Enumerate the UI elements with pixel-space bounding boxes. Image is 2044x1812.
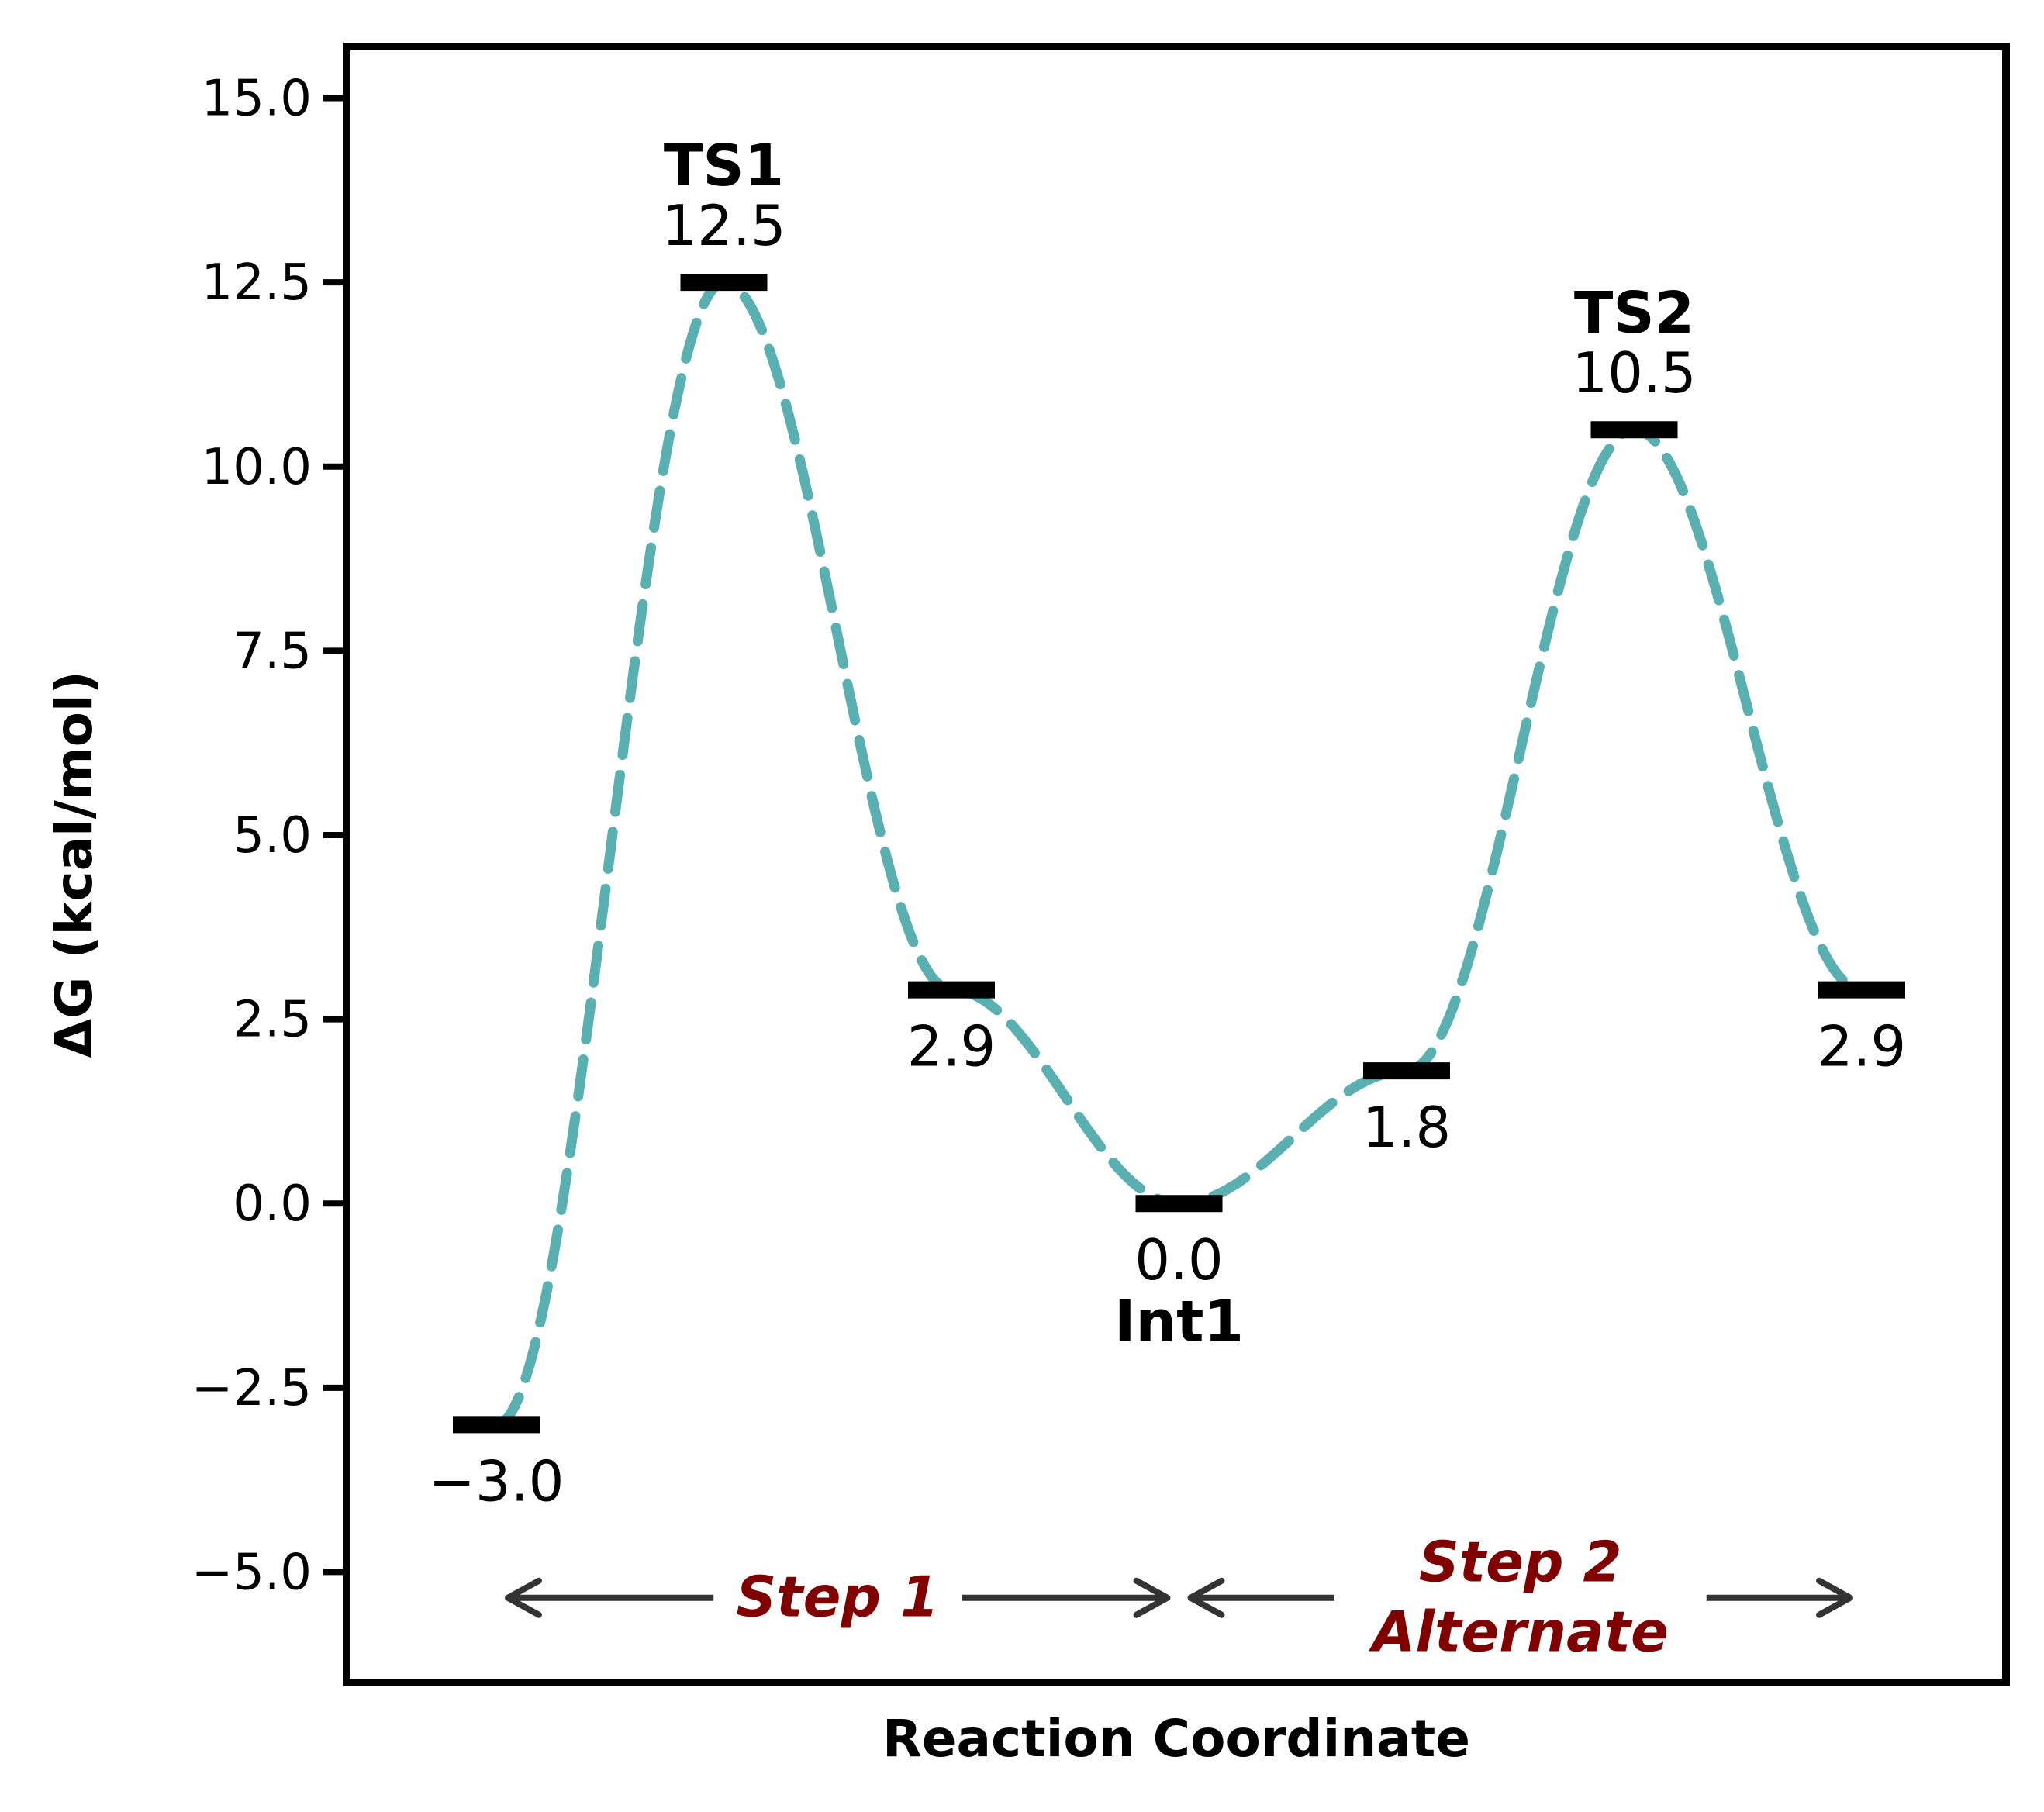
y-tick-label: 7.5 bbox=[233, 623, 312, 680]
energy-value-label: 10.5 bbox=[1572, 340, 1696, 406]
y-tick-label: −5.0 bbox=[192, 1544, 312, 1601]
energy-value-label: 2.9 bbox=[907, 1014, 996, 1079]
state-label: TS2 bbox=[1574, 280, 1694, 347]
y-tick-label: 10.0 bbox=[202, 439, 312, 496]
arrow-right-icon bbox=[1816, 1577, 1853, 1618]
energy-value-label: 1.8 bbox=[1362, 1095, 1452, 1160]
y-tick-label: 5.0 bbox=[233, 807, 312, 865]
state-label: Int1 bbox=[1114, 1289, 1244, 1355]
y-axis-title: ΔG (kcal/mol) bbox=[44, 671, 104, 1058]
step-label: Step 1 bbox=[736, 1565, 939, 1630]
y-tick-label: 0.0 bbox=[233, 1175, 312, 1233]
plot-frame bbox=[343, 43, 2010, 1686]
energy-value-label: 12.5 bbox=[661, 193, 785, 258]
step-label: Step 2 bbox=[1419, 1530, 1622, 1595]
x-axis-title: Reaction Coordinate bbox=[882, 1709, 1470, 1769]
arrow-left-icon bbox=[1187, 1577, 1225, 1618]
energy-value-label: −3.0 bbox=[429, 1448, 565, 1513]
energy-levels-layer bbox=[453, 274, 1905, 1434]
state-label: TS1 bbox=[664, 133, 784, 199]
y-tick-label: −2.5 bbox=[192, 1360, 312, 1417]
y-tick-label: 15.0 bbox=[202, 71, 312, 128]
energy-value-label: 0.0 bbox=[1134, 1227, 1224, 1293]
step-annotation: Step 1 bbox=[505, 1565, 1171, 1630]
arrow-right-icon bbox=[1133, 1577, 1171, 1618]
y-tick-label: 2.5 bbox=[233, 992, 312, 1049]
axes-layer bbox=[343, 43, 2010, 1686]
energy-value-label: 2.9 bbox=[1818, 1014, 1907, 1079]
y-tick-label: 12.5 bbox=[202, 254, 312, 312]
step-label: Alternate bbox=[1369, 1600, 1669, 1665]
y-axis-ticks: 15.0 12.5 10.0 7.5 5.0 2.5 0.0 −2.5 −5.0 bbox=[192, 71, 347, 1601]
arrow-left-icon bbox=[505, 1577, 542, 1618]
